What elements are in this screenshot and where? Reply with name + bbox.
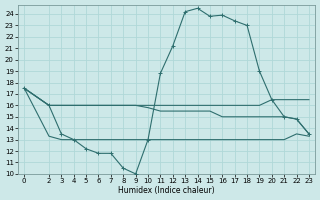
X-axis label: Humidex (Indice chaleur): Humidex (Indice chaleur): [118, 186, 215, 195]
